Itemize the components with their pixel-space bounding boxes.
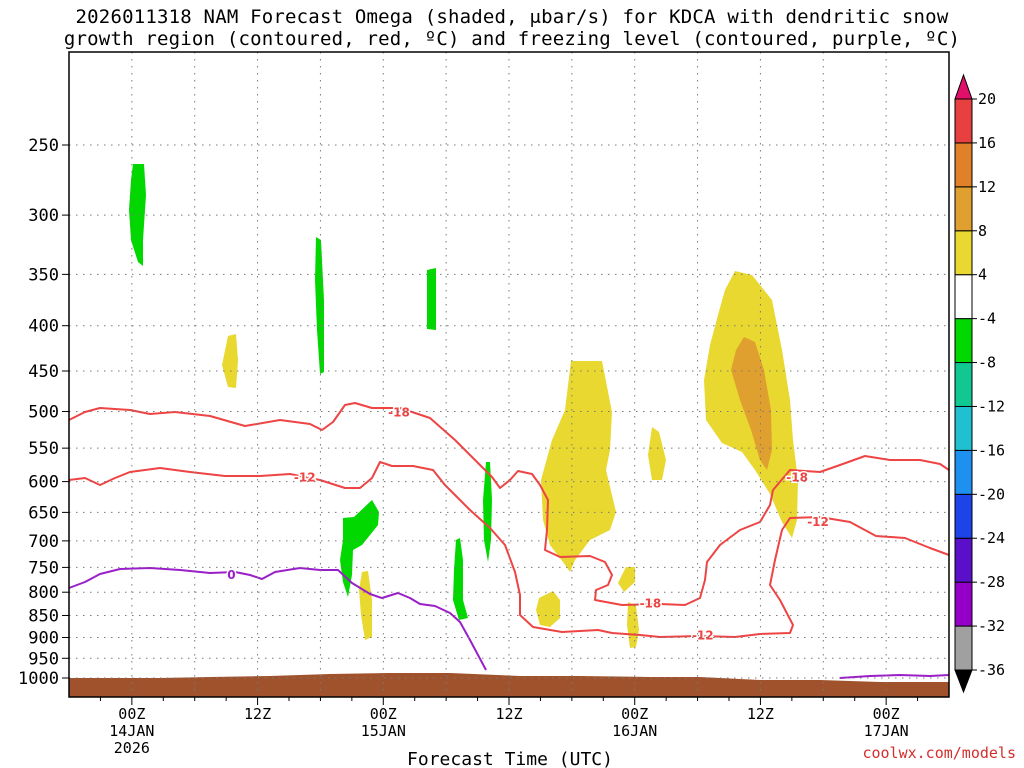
y-tick-label: 750 — [28, 558, 59, 578]
y-tick-label: 350 — [28, 265, 59, 285]
colorbar-label: -8 — [978, 354, 996, 372]
contour-label: -12 — [807, 515, 829, 529]
y-tick-label: 650 — [28, 503, 59, 523]
colorbar-segment — [954, 537, 973, 583]
contour-line-minus18 — [68, 402, 950, 606]
colorbar-label: -36 — [978, 661, 1005, 679]
gridlines — [69, 52, 949, 697]
colorbar-segment — [954, 449, 973, 495]
x-tick-label: 00Z — [370, 705, 397, 723]
y-tick-label: 800 — [28, 583, 59, 603]
terrain — [69, 673, 949, 697]
x-tick-label: 2026 — [114, 739, 150, 757]
colorbar-label: -12 — [978, 397, 1005, 415]
contour-label: -12 — [692, 628, 714, 642]
rise-region — [222, 334, 238, 388]
contour-label: 0 — [227, 568, 235, 582]
y-tick-label: 550 — [28, 439, 59, 459]
y-tick-label: 850 — [28, 607, 59, 627]
sink-region — [129, 164, 146, 266]
colorbar-label: -4 — [978, 310, 996, 328]
sink-region — [340, 500, 379, 597]
colorbar-segment — [954, 186, 973, 232]
colorbar-segment — [954, 230, 973, 276]
colorbar-segment — [954, 625, 973, 671]
rise-region-strong — [731, 337, 772, 470]
y-tick-label: 700 — [28, 532, 59, 552]
colorbar-label: 20 — [978, 90, 996, 108]
colorbar-label: -32 — [978, 617, 1005, 635]
x-tick-label: 12Z — [495, 705, 522, 723]
sink-region — [427, 268, 436, 330]
sink-region — [315, 237, 324, 374]
plot-frame — [68, 51, 950, 698]
colorbar-label: -16 — [978, 441, 1005, 459]
colorbar-label: -28 — [978, 573, 1005, 591]
contour-line-minus12 — [68, 461, 950, 638]
rise-region — [618, 567, 635, 592]
colorbar-label: 16 — [978, 134, 996, 152]
chart-title: 2026011318 NAM Forecast Omega (shaded, μ… — [0, 6, 1024, 50]
y-tick-label: 1000 — [18, 669, 59, 689]
colorbar-segment — [954, 274, 973, 320]
colorbar: -36 -32 -28 -24 -20 -16 -12 -8 -4 4 8 12 16 20 — [954, 73, 1005, 694]
contour-line-freezing — [68, 567, 487, 671]
colorbar-segment — [954, 581, 973, 627]
x-tick-label: 00Z — [621, 705, 648, 723]
colorbar-label: -24 — [978, 529, 1005, 547]
y-tick-label: 300 — [28, 206, 59, 226]
rise-region — [648, 427, 666, 480]
colorbar-segment — [954, 362, 973, 407]
x-tick-label: 00Z — [873, 705, 900, 723]
x-tick-label: 16JAN — [612, 722, 657, 740]
rise-region — [359, 571, 372, 640]
colorbar-label: 8 — [978, 222, 987, 240]
x-axis-title: Forecast Time (UTC) — [407, 749, 613, 768]
rise-region — [536, 591, 560, 627]
y-tick-label: 900 — [28, 628, 59, 648]
y-tick-label: 450 — [28, 362, 59, 382]
contour-line-freezing — [839, 674, 950, 679]
colorbar-label: -20 — [978, 485, 1005, 503]
x-tick-label: 17JAN — [864, 722, 909, 740]
colorbar-label: 12 — [978, 178, 996, 196]
x-tick-label: 12Z — [747, 705, 774, 723]
x-tick-label: 12Z — [244, 705, 271, 723]
colorbar-segment — [954, 318, 973, 364]
credit-text: coolwx.com/models — [862, 744, 1016, 762]
contour-label: -18 — [786, 470, 808, 484]
contour-label: -18 — [640, 597, 662, 611]
y-tick-label: 600 — [28, 473, 59, 493]
colorbar-segment — [954, 405, 973, 451]
chart-title-line1: 2026011318 NAM Forecast Omega (shaded, μ… — [75, 6, 949, 28]
y-tick-label: 400 — [28, 317, 59, 337]
colorbar-segment — [954, 98, 973, 144]
colorbar-low-triangle — [954, 669, 973, 694]
colorbar-high-triangle — [954, 73, 973, 100]
omega-shading — [69, 164, 949, 697]
chart-title-line2: growth region (contoured, red, ºC) and f… — [63, 28, 961, 50]
colorbar-segment — [954, 142, 973, 188]
colorbar-segment — [954, 493, 973, 539]
y-tick-label: 250 — [28, 136, 59, 156]
contour-lines: -18 -18 -18 -12 -12 -12 0 — [68, 402, 950, 679]
x-tick-label: 15JAN — [361, 722, 406, 740]
rise-region — [627, 602, 639, 648]
x-tick-label: 00Z — [118, 705, 145, 723]
sink-region — [453, 538, 468, 620]
rise-region — [541, 361, 616, 572]
y-tick-label: 500 — [28, 403, 59, 423]
x-tick-label: 14JAN — [109, 722, 154, 740]
contour-label: -12 — [294, 470, 316, 484]
contour-label: -18 — [388, 406, 410, 420]
y-tick-label: 950 — [28, 649, 59, 669]
sink-region — [483, 462, 492, 562]
y-axis: 2503003504004505005506006507007508008509… — [18, 136, 69, 689]
colorbar-label: 4 — [978, 266, 987, 284]
